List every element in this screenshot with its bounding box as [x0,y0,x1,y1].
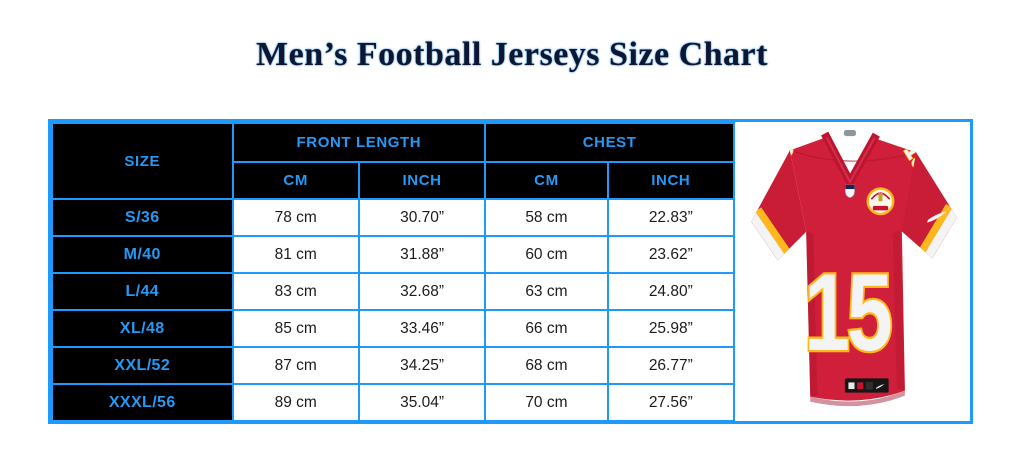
table-row: L/44 83 cm 32.68” 63 cm 24.80” [51,272,736,311]
chest-inch-value: 24.80” [606,272,736,311]
front-inch-value: 33.46” [357,309,487,348]
jock-tag [844,378,889,393]
col-group-front-length: FRONT LENGTH [231,122,487,163]
col-header-front-inch: INCH [357,161,487,200]
chest-inch-value: 23.62” [606,235,736,274]
jersey-product-area: 15 15 15 [735,122,970,421]
table-row: XL/48 85 cm 33.46” 66 cm 25.98” [51,309,736,348]
chest-inch-value: 26.77” [606,346,736,385]
front-cm-value: 81 cm [231,235,360,274]
hem-shadow [809,390,905,407]
table-row: XXL/52 87 cm 34.25” 68 cm 26.77” [51,346,736,385]
col-group-chest: CHEST [484,122,735,163]
jersey-left-sleeve [750,150,806,261]
size-label: XXL/52 [51,346,234,385]
size-label: M/40 [51,235,234,274]
front-inch-value: 34.25” [357,346,487,385]
size-label: XL/48 [51,309,234,348]
chest-cm-value: 63 cm [484,272,609,311]
chest-inch-value: 22.83” [606,198,736,237]
chest-cm-value: 60 cm [484,235,609,274]
col-header-chest-inch: INCH [606,161,736,200]
yoke-seam [789,149,916,162]
left-shoulder-number: 15 [758,135,800,173]
right-cuff-stripes [914,204,957,259]
size-label: S/36 [51,198,234,237]
left-cuff-stripes [750,207,795,261]
fold-shadow-left [805,231,817,397]
fold-shadow-right [892,229,905,391]
front-inch-value: 35.04” [357,383,487,422]
front-cm-value: 83 cm [231,272,360,311]
chest-inch-value: 27.56” [606,383,736,422]
table-row: S/36 78 cm 30.70” 58 cm 22.83” [51,198,736,237]
jersey-right-sleeve [899,152,957,259]
jersey-image: 15 15 15 [750,130,957,407]
size-label: L/44 [51,272,234,311]
front-cm-value: 78 cm [231,198,360,237]
jersey-number: 15 [804,250,891,373]
col-header-chest-cm: CM [484,161,609,200]
front-inch-value: 32.68” [357,272,487,311]
front-cm-value: 85 cm [231,309,360,348]
front-inch-value: 30.70” [357,198,487,237]
page-title: Men’s Football Jerseys Size Chart [256,36,768,73]
chest-inch-value: 25.98” [606,309,736,348]
size-chart-table: SIZE FRONT LENGTH CHEST CM INCH CM INCH … [51,122,736,422]
collar-highlight [825,136,875,185]
front-inch-value: 31.88” [357,235,487,274]
front-cm-value: 87 cm [231,346,360,385]
size-label: XXXL/56 [51,383,234,422]
chest-cm-value: 70 cm [484,383,609,422]
team-patch [866,187,894,216]
table-row: M/40 81 cm 31.88” 60 cm 23.62” [51,235,736,274]
chest-cm-value: 58 cm [484,198,609,237]
nike-swoosh-icon [926,211,947,223]
size-chart-panel: SIZE FRONT LENGTH CHEST CM INCH CM INCH … [48,119,973,424]
chest-cm-value: 68 cm [484,346,609,385]
front-cm-value: 89 cm [231,383,360,422]
table-row: XXXL/56 89 cm 35.04” 70 cm 27.56” [51,383,736,422]
col-header-size: SIZE [51,122,234,200]
collar-loop [843,130,856,137]
nfl-shield-icon [844,184,855,198]
chest-cm-value: 66 cm [484,309,609,348]
col-header-front-cm: CM [231,161,360,200]
